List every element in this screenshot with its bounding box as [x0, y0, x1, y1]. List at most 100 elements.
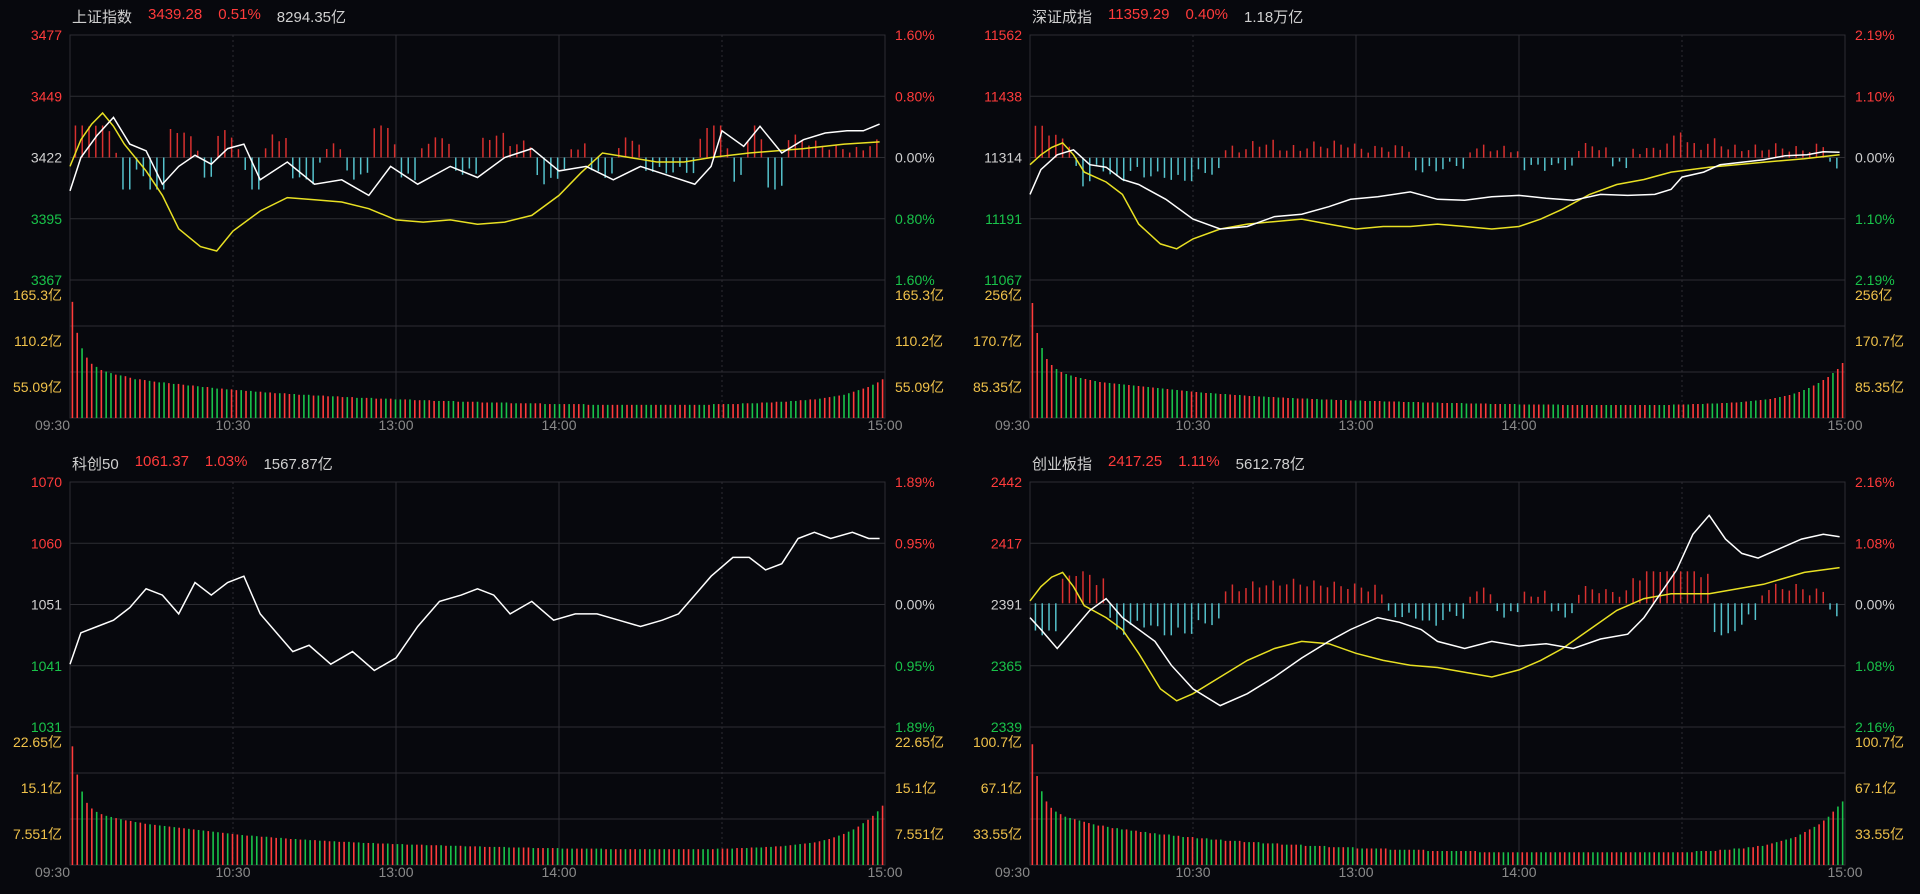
volume-bar	[280, 837, 282, 865]
volume-bar	[1441, 403, 1444, 418]
volume-bar	[474, 846, 476, 865]
volume-bar	[1335, 400, 1338, 418]
volume-bar	[139, 379, 141, 418]
volume-bar	[650, 404, 652, 418]
index-change: 0.40%	[1185, 6, 1229, 23]
volume-bar	[1488, 852, 1491, 865]
volume-bar	[1144, 831, 1147, 865]
volume-bar	[1300, 844, 1302, 865]
volume-bar	[1347, 847, 1349, 865]
volume-bar	[1643, 852, 1646, 865]
volume-bar	[566, 848, 569, 865]
volume-bar	[420, 844, 423, 865]
volume-bar	[640, 404, 643, 418]
volume-bar	[600, 848, 603, 865]
volume-bar	[799, 844, 801, 865]
volume-bar	[1766, 844, 1769, 865]
volume-bar	[1658, 405, 1661, 418]
volume-bar	[423, 400, 426, 418]
volume-bar	[610, 849, 612, 865]
time-tick-label: 15:00	[1827, 864, 1862, 880]
volume-bar	[153, 381, 156, 418]
volume-tick-label: 22.65亿	[895, 734, 944, 750]
volume-bar	[1238, 395, 1241, 418]
volume-bar	[1290, 844, 1293, 865]
volume-bar	[537, 848, 539, 865]
volume-bar	[356, 397, 358, 418]
volume-bar	[1142, 386, 1145, 418]
volume-bar	[1137, 386, 1140, 418]
price-tick-label: 11438	[984, 88, 1022, 104]
volume-bar	[1366, 848, 1368, 865]
volume-bar	[1516, 852, 1519, 865]
volume-bar	[1154, 833, 1156, 865]
index-amount: 1567.87亿	[263, 456, 333, 473]
volume-tick-label: 85.35亿	[973, 379, 1022, 395]
volume-bar	[333, 841, 336, 865]
volume-bar	[235, 390, 238, 418]
volume-bar	[240, 390, 242, 418]
volume-bar	[563, 404, 566, 418]
pct-tick-label: 0.00%	[1855, 150, 1895, 166]
volume-bar	[425, 845, 428, 865]
volume-bar	[1817, 383, 1820, 418]
volume-bar	[1084, 379, 1087, 418]
volume-bar	[1171, 389, 1174, 418]
volume-bar	[1479, 852, 1481, 865]
volume-bar	[1325, 399, 1328, 418]
volume-bar	[770, 846, 772, 865]
volume-tick-label: 165.3亿	[895, 287, 944, 303]
volume-bar	[510, 403, 513, 418]
volume-bar	[809, 842, 811, 865]
volume-bar	[1469, 851, 1472, 865]
volume-bar	[1238, 840, 1241, 865]
volume-bar	[818, 841, 821, 865]
volume-bar	[1754, 400, 1757, 418]
pct-tick-label: 1.10%	[1855, 88, 1895, 104]
volume-bar	[1041, 348, 1043, 418]
volume-bar	[139, 822, 142, 865]
volume-bar	[1234, 840, 1236, 865]
volume-bar	[1078, 820, 1081, 865]
volume-bar	[327, 396, 329, 418]
volume-bar	[1318, 845, 1321, 865]
volume-bar	[1277, 397, 1280, 418]
volume-bar	[614, 849, 617, 865]
volume-tick-label: 67.1亿	[1855, 780, 1896, 796]
volume-bar	[119, 375, 122, 418]
volume-bar	[269, 392, 271, 418]
volume-bar	[1323, 845, 1326, 865]
volume-bar	[1512, 852, 1514, 865]
volume-bar	[168, 826, 171, 865]
index-name: 深证成指	[1032, 9, 1093, 26]
volume-bar	[283, 393, 286, 418]
volume-bar	[1040, 791, 1043, 865]
volume-bar	[1691, 852, 1693, 865]
volume-bar	[551, 848, 554, 865]
price-line	[1029, 148, 1840, 230]
volume-bar	[1557, 404, 1559, 418]
volume-bar	[1340, 400, 1342, 418]
volume-bar	[1714, 851, 1717, 865]
volume-bar	[270, 837, 273, 865]
volume-bar	[1412, 402, 1415, 418]
volume-bar	[1094, 381, 1096, 418]
volume-bar	[1446, 851, 1448, 865]
volume-bar	[168, 383, 170, 418]
price-tick-label: 2391	[991, 597, 1022, 613]
volume-bar	[595, 848, 598, 865]
volume-bar	[129, 377, 132, 418]
volume-bar	[401, 844, 404, 865]
volume-tick-label: 33.55亿	[973, 826, 1022, 842]
volume-bar	[396, 844, 399, 865]
volume-bar	[445, 845, 447, 865]
volume-bar	[682, 849, 685, 865]
volume-bar	[852, 391, 855, 418]
volume-bar	[433, 400, 435, 418]
volume-bar	[1036, 333, 1039, 418]
volume-bar	[867, 387, 869, 418]
volume-bar	[737, 404, 739, 418]
volume-bar	[1587, 852, 1590, 865]
volume-bar	[1705, 851, 1707, 865]
volume-bar	[1832, 373, 1834, 418]
